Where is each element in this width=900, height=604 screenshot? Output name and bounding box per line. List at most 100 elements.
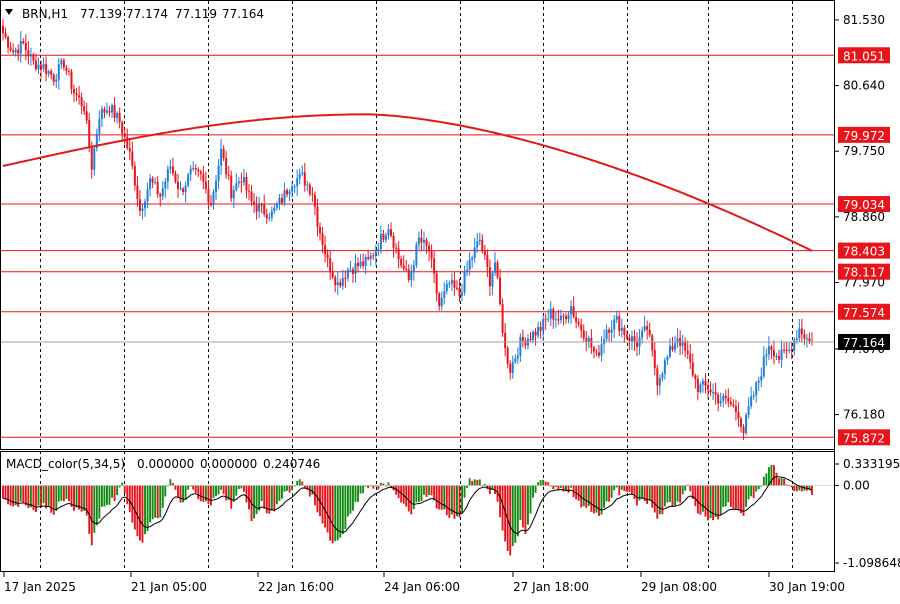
macd-bar-129 xyxy=(329,485,332,541)
macd-bar-248 xyxy=(630,485,633,495)
macd-bar-223 xyxy=(567,485,570,493)
macd-bar-279 xyxy=(709,485,712,519)
macd-bar-73 xyxy=(187,485,190,490)
candle-body-85 xyxy=(217,165,220,181)
x-tick-label-5: 29 Jan 08:00 xyxy=(641,580,717,594)
candle-body-63 xyxy=(161,188,164,197)
candle-body-104 xyxy=(265,214,268,219)
candle-body-280 xyxy=(712,392,715,394)
macd-bar-269 xyxy=(684,485,687,491)
macd-bar-1 xyxy=(4,485,7,500)
macd-bar-288 xyxy=(732,485,735,509)
macd-bar-267 xyxy=(679,485,682,503)
candle-body-62 xyxy=(159,194,162,197)
candle-body-9 xyxy=(24,43,27,51)
candle-body-168 xyxy=(428,245,431,252)
candle-body-31 xyxy=(80,97,83,107)
candle-body-302 xyxy=(767,346,770,355)
macd-bar-57 xyxy=(146,485,149,532)
macd-bar-50 xyxy=(128,485,131,513)
candle-body-165 xyxy=(420,237,423,243)
candle-body-149 xyxy=(379,233,382,250)
macd-bar-95 xyxy=(242,485,245,492)
candle-body-135 xyxy=(344,277,347,279)
header-symbol: BRN,H1 xyxy=(22,7,68,21)
macd-bar-132 xyxy=(336,485,339,541)
candle-body-176 xyxy=(448,283,451,285)
macd-bar-254 xyxy=(646,485,649,505)
macd-bar-80 xyxy=(204,485,207,502)
macd-bar-281 xyxy=(714,485,717,518)
macd-bar-76 xyxy=(194,485,197,494)
candle-body-82 xyxy=(209,202,212,206)
candle-body-125 xyxy=(319,227,322,234)
candle-body-127 xyxy=(324,245,327,255)
level-label-0: 81.051 xyxy=(843,49,885,63)
candle-body-120 xyxy=(306,184,309,186)
macd-bar-155 xyxy=(395,485,398,495)
candle-body-156 xyxy=(397,248,400,259)
x-tick-label-3: 24 Jan 06:00 xyxy=(384,580,460,594)
candle-body-94 xyxy=(240,181,243,183)
candle-body-15 xyxy=(40,64,43,69)
macd-bar-152 xyxy=(387,482,390,486)
candle-body-28 xyxy=(73,88,76,94)
macd-bar-37 xyxy=(95,485,98,526)
macd-bar-232 xyxy=(590,485,593,512)
macd-bar-115 xyxy=(293,485,296,487)
macd-bar-60 xyxy=(154,485,157,518)
candle-body-256 xyxy=(651,335,654,351)
macd-bar-304 xyxy=(773,465,775,486)
macd-bar-186 xyxy=(473,479,476,486)
candle-body-107 xyxy=(273,207,276,212)
candle-body-276 xyxy=(701,381,704,385)
x-tick-label-0: 17 Jan 2025 xyxy=(4,580,76,594)
macd-axis-label-1: 0.00 xyxy=(843,479,870,493)
candle-body-255 xyxy=(648,329,651,336)
macd-bar-91 xyxy=(232,485,235,502)
macd-bar-142 xyxy=(362,485,365,494)
macd-bar-14 xyxy=(37,485,40,506)
macd-bar-255 xyxy=(648,485,651,501)
macd-bar-20 xyxy=(52,485,55,515)
candle-body-152 xyxy=(387,229,390,236)
macd-bar-168 xyxy=(428,485,431,495)
candle-body-74 xyxy=(189,168,192,175)
macd-bar-47 xyxy=(121,482,124,486)
candle-body-69 xyxy=(176,182,179,189)
candle-body-233 xyxy=(592,347,595,352)
candle-body-26 xyxy=(67,70,70,72)
candle-body-51 xyxy=(131,151,134,166)
candle-body-17 xyxy=(45,64,48,74)
candle-body-88 xyxy=(225,158,228,175)
macd-bar-55 xyxy=(141,485,144,543)
candle-body-181 xyxy=(461,292,464,296)
macd-bar-56 xyxy=(144,485,146,535)
macd-bar-12 xyxy=(32,485,35,510)
macd-bar-250 xyxy=(636,485,638,506)
macd-bar-182 xyxy=(463,485,466,498)
candle-body-222 xyxy=(565,316,568,320)
candle-body-268 xyxy=(681,341,684,346)
macd-bar-72 xyxy=(184,485,187,500)
level-box-5 xyxy=(838,303,890,320)
candle-body-23 xyxy=(60,60,63,65)
macd-bar-314 xyxy=(798,485,801,491)
macd-bar-86 xyxy=(220,485,223,490)
macd-bar-134 xyxy=(341,485,344,534)
dropdown-triangle-icon[interactable] xyxy=(5,9,13,15)
candle-body-311 xyxy=(790,349,793,351)
macd-bar-204 xyxy=(519,485,522,520)
candle-body-265 xyxy=(674,343,677,350)
macd-bar-122 xyxy=(311,485,314,495)
macd-bar-297 xyxy=(755,485,758,492)
macd-bar-74 xyxy=(189,485,192,487)
macd-bar-112 xyxy=(286,485,288,491)
macd-bar-59 xyxy=(151,485,154,520)
macd-bar-31 xyxy=(80,485,83,512)
candle-body-16 xyxy=(42,64,45,69)
macd-bar-16 xyxy=(42,485,45,504)
candle-body-254 xyxy=(646,326,649,330)
